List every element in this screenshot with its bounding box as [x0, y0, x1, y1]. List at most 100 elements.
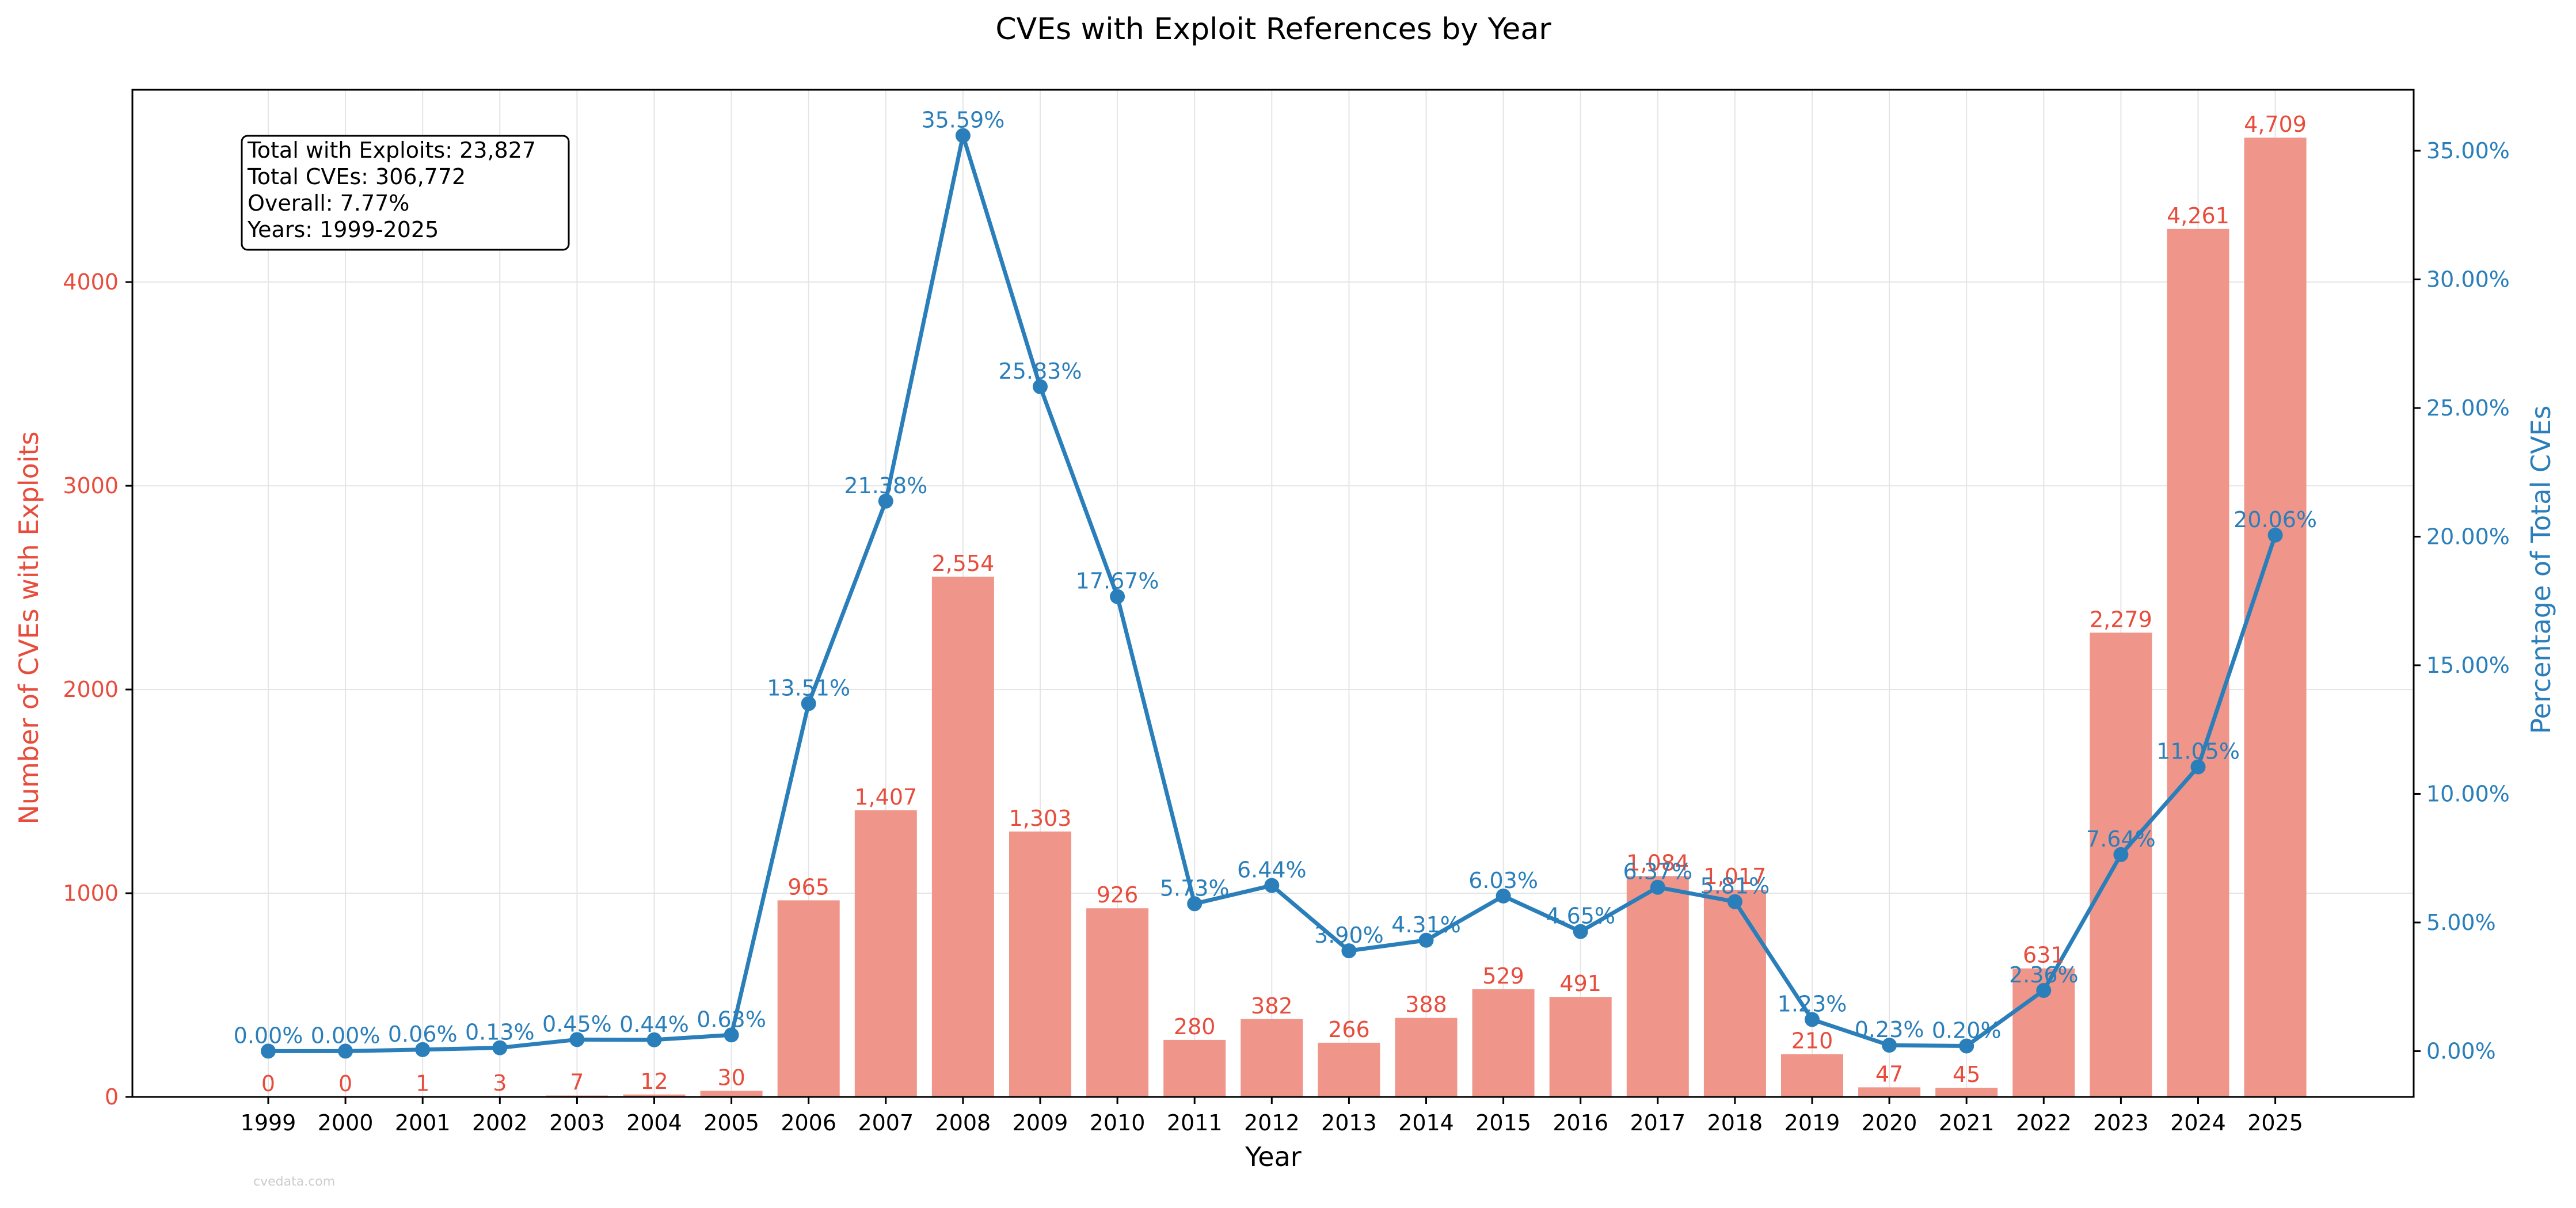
bar-value-label: 280 — [1174, 1014, 1216, 1039]
axes-layer: 010002000300040000.00%5.00%10.00%15.00%2… — [63, 89, 2510, 1135]
percentage-point — [1033, 379, 1048, 394]
bar — [1781, 1054, 1843, 1097]
percentage-value-label: 0.00% — [234, 1023, 303, 1048]
percentage-value-label: 20.06% — [2233, 507, 2317, 532]
y-axis-left-label: Number of CVEs with Exploits — [13, 431, 44, 824]
info-box-frame — [241, 135, 570, 251]
bar — [1086, 908, 1149, 1097]
bar-value-label: 47 — [1875, 1061, 1903, 1087]
bar-value-label: 1,303 — [1009, 806, 1072, 831]
percentage-value-label: 4.31% — [1391, 912, 1461, 938]
bar — [623, 1094, 686, 1097]
bar-value-label: 4,261 — [2167, 203, 2229, 228]
x-tick-label: 2007 — [858, 1110, 914, 1135]
percentage-point — [1882, 1038, 1897, 1053]
percentage-point — [415, 1042, 431, 1057]
percentage-point — [1650, 879, 1665, 895]
x-tick-label: 2021 — [1939, 1110, 1995, 1135]
y-left-tick-label: 3000 — [63, 473, 119, 498]
bar — [1472, 989, 1535, 1097]
x-tick-label: 1999 — [241, 1110, 296, 1135]
bar — [2167, 228, 2229, 1097]
bar-value-label: 2,554 — [932, 551, 995, 576]
bar-value-label: 0 — [338, 1071, 352, 1096]
bar — [1549, 997, 1612, 1097]
x-tick-label: 2009 — [1013, 1110, 1068, 1135]
percentage-point — [1341, 943, 1357, 959]
bar — [1241, 1019, 1303, 1097]
bar-value-label: 1,407 — [854, 784, 917, 810]
percentage-value-label: 5.81% — [1700, 874, 1770, 899]
bar — [700, 1091, 763, 1097]
bar-value-label: 4,709 — [2244, 112, 2307, 137]
y-right-tick-label: 5.00% — [2426, 910, 2496, 935]
percentage-value-label: 0.13% — [465, 1020, 535, 1045]
percentage-value-label: 6.44% — [1237, 858, 1307, 883]
percentage-point — [1187, 896, 1203, 912]
x-tick-label: 2015 — [1475, 1110, 1531, 1135]
percentage-point — [1496, 888, 1511, 904]
bar-value-label: 965 — [787, 874, 830, 900]
bar — [1703, 890, 1766, 1097]
x-tick-label: 2012 — [1244, 1110, 1300, 1135]
x-tick-label: 2003 — [549, 1110, 605, 1135]
bar — [1935, 1088, 1998, 1097]
percentage-point — [1264, 878, 1280, 893]
y-right-tick-label: 15.00% — [2426, 653, 2510, 678]
y-right-tick-label: 10.00% — [2426, 781, 2510, 806]
bars-layer — [391, 138, 2307, 1097]
chart-title: CVEs with Exploit References by Year — [995, 12, 1551, 47]
bar — [854, 810, 917, 1097]
percentage-point — [801, 696, 816, 711]
percentage-point — [261, 1043, 276, 1059]
bar — [1009, 831, 1071, 1097]
grid-layer — [132, 90, 2414, 1098]
bar-value-label: 1,084 — [1626, 850, 1689, 875]
x-tick-label: 2014 — [1398, 1110, 1454, 1135]
percentage-value-label: 0.63% — [697, 1007, 766, 1032]
y-right-tick-label: 0.00% — [2426, 1038, 2496, 1064]
bar — [777, 900, 840, 1097]
bar — [931, 576, 994, 1097]
x-tick-label: 2008 — [935, 1110, 991, 1135]
y-right-tick-label: 20.00% — [2426, 524, 2510, 549]
percentage-point — [1110, 589, 1125, 604]
bar-value-label: 2,279 — [2090, 607, 2152, 632]
x-tick-label: 2017 — [1630, 1110, 1685, 1135]
bar-value-label: 45 — [1953, 1062, 1980, 1087]
y-left-tick-label: 2000 — [63, 677, 119, 702]
bar-value-label: 210 — [1791, 1028, 1833, 1054]
bar-value-label: 926 — [1097, 882, 1139, 908]
percentage-value-label: 5.73% — [1160, 875, 1230, 901]
percentage-value-label: 0.20% — [1932, 1018, 2002, 1043]
percentage-point — [724, 1027, 739, 1043]
percentage-point — [1959, 1038, 1974, 1054]
percentage-value-label: 2.36% — [2009, 962, 2079, 988]
bar — [1858, 1087, 1921, 1097]
percentage-point — [2113, 847, 2129, 862]
line-layer — [261, 128, 2283, 1059]
bar-value-label: 529 — [1482, 963, 1524, 989]
y-left-tick-label: 0 — [105, 1084, 119, 1110]
x-tick-label: 2000 — [318, 1110, 374, 1135]
percentage-point — [1418, 932, 1434, 948]
info-line-total-cves: Total CVEs: 306,772 — [247, 164, 466, 189]
percentage-point — [1805, 1012, 1820, 1027]
percentage-value-label: 7.64% — [2086, 826, 2156, 852]
plot-frame — [131, 89, 2415, 1098]
percentage-value-label: 6.03% — [1468, 868, 1538, 893]
percentage-point — [492, 1040, 508, 1055]
info-box: Total with Exploits: 23,827 Total CVEs: … — [241, 135, 570, 251]
x-tick-label: 2016 — [1553, 1110, 1608, 1135]
percentage-point — [955, 128, 971, 143]
bar-value-label: 0 — [261, 1071, 275, 1096]
x-tick-label: 2011 — [1167, 1110, 1223, 1135]
x-tick-label: 2024 — [2170, 1110, 2226, 1135]
x-tick-label: 2022 — [2016, 1110, 2072, 1135]
percentage-point — [2267, 527, 2283, 543]
x-tick-label: 2019 — [1784, 1110, 1840, 1135]
y-right-tick-label: 25.00% — [2426, 395, 2510, 421]
y-right-tick-label: 35.00% — [2426, 138, 2510, 163]
